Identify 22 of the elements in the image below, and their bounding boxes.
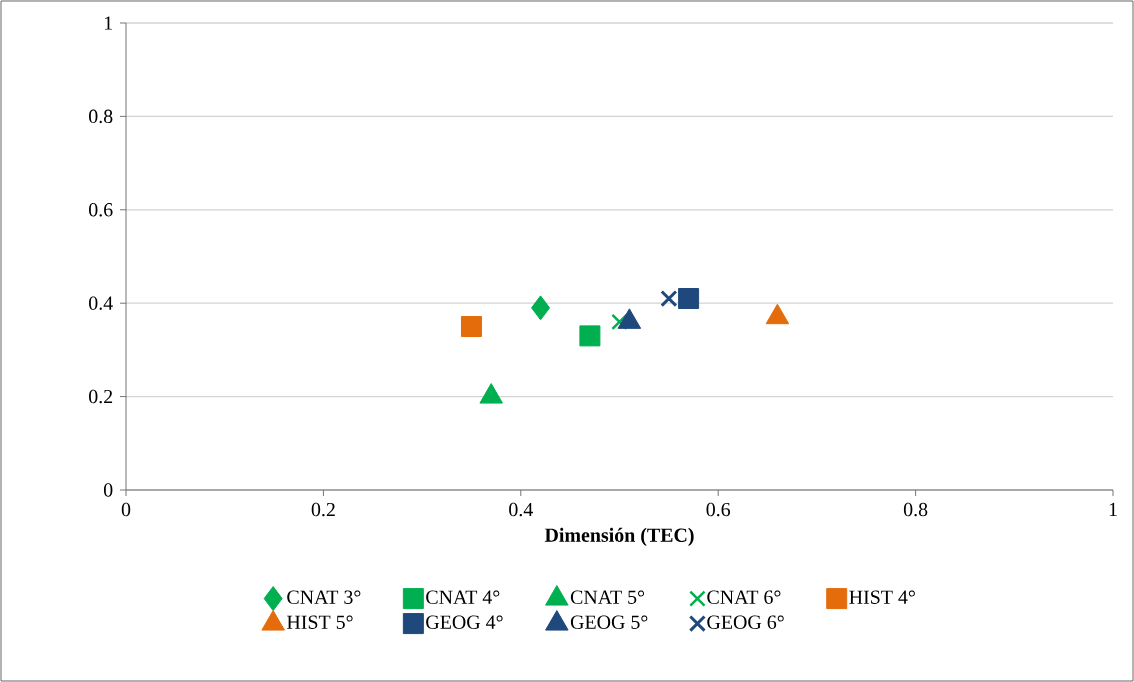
y-tick-label: 1 xyxy=(104,16,112,30)
x-tick-label: 0.6 xyxy=(706,502,731,517)
legend-label: GEOG 5° xyxy=(570,615,648,629)
y-tick-label: 0 xyxy=(103,483,113,497)
legend-label: CNAT 6° xyxy=(707,590,781,604)
legend-label: CNAT 4° xyxy=(426,590,500,604)
y-tick-label: 0.2 xyxy=(89,389,113,404)
legend-label: HIST 4° xyxy=(849,590,915,604)
legend-label: HIST 5° xyxy=(286,615,353,629)
x-tick-label: 0.4 xyxy=(509,502,533,517)
x-tick-label: 0 xyxy=(121,502,131,517)
legend-label: CNAT 3° xyxy=(287,590,361,604)
x-tick-label: 0.2 xyxy=(311,502,335,517)
y-tick-label: 0.8 xyxy=(89,109,113,124)
x-tick-label: 0.8 xyxy=(903,502,928,517)
y-tick-label: 0.6 xyxy=(89,203,113,217)
x-axis-title: Dimensión (TEC) xyxy=(544,527,694,546)
y-tick-label: 0.4 xyxy=(89,296,113,310)
legend-label: GEOG 4° xyxy=(426,615,503,629)
x-tick-label: 1 xyxy=(1109,502,1117,516)
legend-label: GEOG 6° xyxy=(707,615,784,629)
legend-label: CNAT 5° xyxy=(570,590,645,604)
